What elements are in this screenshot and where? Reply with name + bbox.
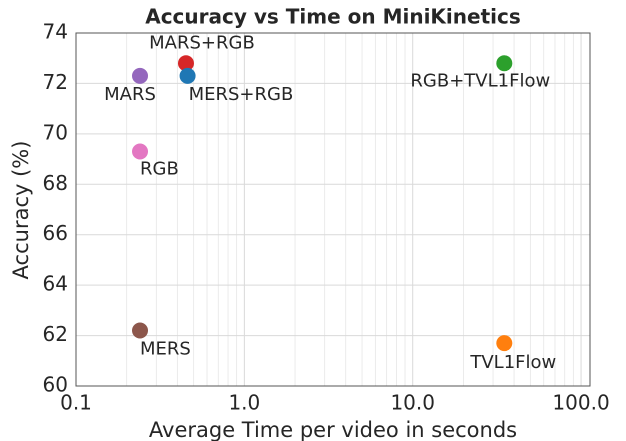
point xyxy=(496,55,513,72)
point-label: RGB+TVL1Flow xyxy=(410,70,550,91)
x-tick-label: 100.0 xyxy=(552,391,609,415)
x-tick-label: 1.0 xyxy=(228,391,260,415)
y-tick-label: 66 xyxy=(43,221,68,245)
point-label: TVL1Flow xyxy=(469,352,556,373)
point xyxy=(496,335,513,352)
y-tick-label: 64 xyxy=(43,272,68,296)
x-axis-label: Average Time per video in seconds xyxy=(149,418,517,441)
x-tick-label: 10.0 xyxy=(390,391,435,415)
point-label: MERS+RGB xyxy=(189,84,294,105)
chart-title: Accuracy vs Time on MiniKinetics xyxy=(145,5,521,29)
y-tick-label: 70 xyxy=(43,120,68,144)
point-label: MARS xyxy=(104,84,156,105)
point xyxy=(179,67,196,84)
point-label: RGB xyxy=(140,159,179,180)
y-tick-label: 74 xyxy=(43,20,68,44)
y-tick-label: 68 xyxy=(43,171,68,195)
point xyxy=(132,67,149,84)
y-tick-label: 72 xyxy=(43,70,68,94)
y-tick-label: 60 xyxy=(43,373,68,397)
point-label: MARS+RGB xyxy=(149,32,255,53)
point xyxy=(132,322,149,339)
plot-frame xyxy=(75,32,591,387)
point xyxy=(177,55,194,72)
y-tick-label: 62 xyxy=(43,322,68,346)
point-label: MERS xyxy=(140,339,191,360)
point xyxy=(132,143,149,160)
x-tick-label: 0.1 xyxy=(60,391,92,415)
y-axis-label: Accuracy (%) xyxy=(9,141,33,280)
